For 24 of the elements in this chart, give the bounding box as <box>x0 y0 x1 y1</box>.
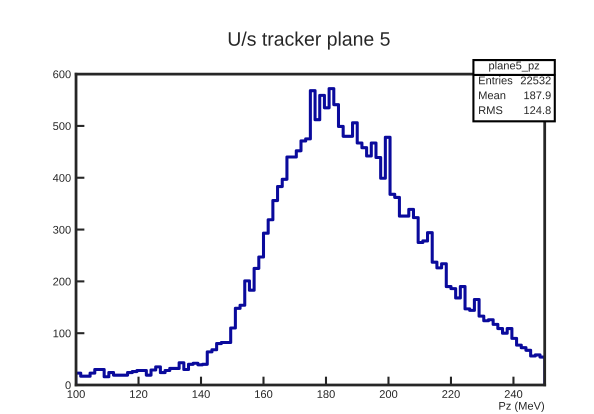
x-tick-label: 220 <box>442 390 460 398</box>
y-tick-label: 200 <box>53 278 71 286</box>
y-tick-label: 100 <box>53 329 71 338</box>
text: plane5_pz <box>489 61 540 72</box>
x-axis-title: Pz (MeV) <box>499 402 544 412</box>
x-tick-label: 100 <box>68 390 85 398</box>
x-tick-label: 240 <box>504 390 522 398</box>
y-tick-label: 300 <box>53 226 71 234</box>
x-tick-label: 180 <box>318 390 335 398</box>
annotation: 187.9 <box>524 91 551 100</box>
annotation: 22532 <box>520 76 551 84</box>
y-tick-label: 400 <box>52 174 71 182</box>
annotation: Mean <box>479 91 506 100</box>
x-tick-label: 120 <box>130 390 148 398</box>
x-tick-label: 140 <box>192 390 210 398</box>
y-tick-label: 600 <box>53 70 71 78</box>
annotation: RMS <box>479 106 502 114</box>
x-tick-label: 160 <box>255 390 272 398</box>
chart-title: U/s tracker plane 5 <box>228 32 390 50</box>
x-tick-label: 200 <box>380 390 398 398</box>
y-tick-label: 0 <box>65 381 71 390</box>
annotation: 124.8 <box>524 106 551 114</box>
annotation: Entries <box>479 76 512 84</box>
y-tick-label: 500 <box>53 122 71 130</box>
